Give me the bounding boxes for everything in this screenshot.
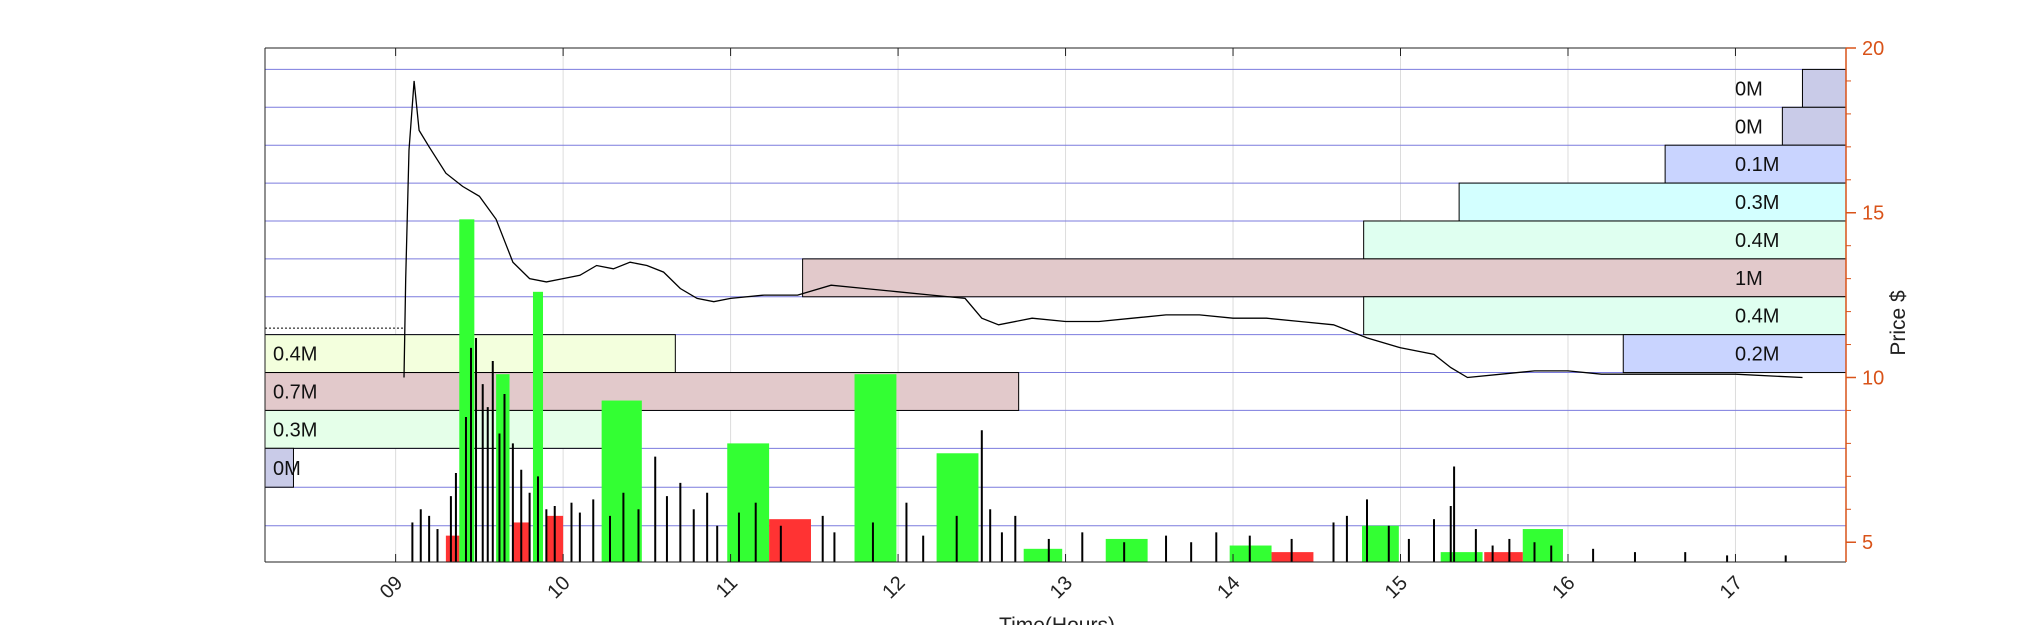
x-tick-label: 14 [1213,572,1244,603]
volume-bar-up [496,374,510,562]
volume-profile-label-left: 0M [273,458,301,480]
x-tick-label: 12 [878,572,909,603]
x-tick-label: 10 [543,572,574,603]
volume-profile-label-left: 0.4M [273,344,317,366]
volume-profile-label-right: 0.3M [1735,192,1779,214]
volume-profile-bin-right [1781,106,1847,146]
volume-profile-bin-right [1664,144,1847,184]
volume-bars-layer [411,219,1787,563]
y-tick-label: 10 [1862,367,1884,389]
volume-profile-label-right: 0.4M [1735,230,1779,252]
volume-profile-label-left: 0.3M [273,419,317,441]
volume-profile-bin-right [1363,296,1847,336]
volume-profile-bin-right [1363,220,1847,260]
y-axis-title: Price $ [1887,290,1910,356]
y-tick-label: 15 [1862,203,1884,225]
volume-bar-down [445,535,460,562]
y-tick-label: 20 [1862,38,1884,60]
x-tick-label: 13 [1046,572,1077,603]
volume-profile-bin-left [264,372,1020,411]
volume-profile-label-right: 0M [1735,116,1763,138]
volume-profile-bin-right [802,258,1847,298]
volume-bar-up [1440,552,1483,562]
x-tick-label: 09 [376,572,407,603]
volume-profile-bin-right [1458,182,1847,222]
price-layer [265,80,1803,379]
volume-profile-bin-right [1801,68,1847,108]
volume-profile-bin-right [1622,334,1847,374]
volume-bar-up [727,443,770,562]
volume-bar-down [1484,552,1523,562]
volume-bar-up [532,291,544,562]
x-axis-title: Time(Hours) [999,614,1115,625]
volume-profile-label-left: 0.7M [273,381,317,403]
volume-bar-up [854,374,897,562]
volume-bar-up [1361,525,1399,562]
volume-profile-label-right: 0.2M [1735,344,1779,366]
y-tick-label: 5 [1862,532,1873,554]
x-tick-label: 17 [1716,572,1747,603]
volume-profile-label-right: 1M [1735,268,1763,290]
price-line [403,80,1803,379]
volume-bar-up [1105,538,1148,562]
volume-profile-bin-left [264,409,626,449]
x-tick-label: 11 [712,572,742,602]
x-tick-label: 15 [1381,572,1412,603]
volume-bar-up [1522,529,1563,562]
volume-bar-up [601,400,642,562]
volume-profile-label-right: 0M [1735,78,1763,100]
x-tick-label: 16 [1548,572,1579,603]
volume-bar-up [1023,548,1063,562]
volume-bar-down [769,519,811,562]
volume-profile-label-right: 0.1M [1735,154,1779,176]
volume-profile-label-right: 0.4M [1735,306,1779,328]
volume-profile-bin-left [264,447,294,488]
